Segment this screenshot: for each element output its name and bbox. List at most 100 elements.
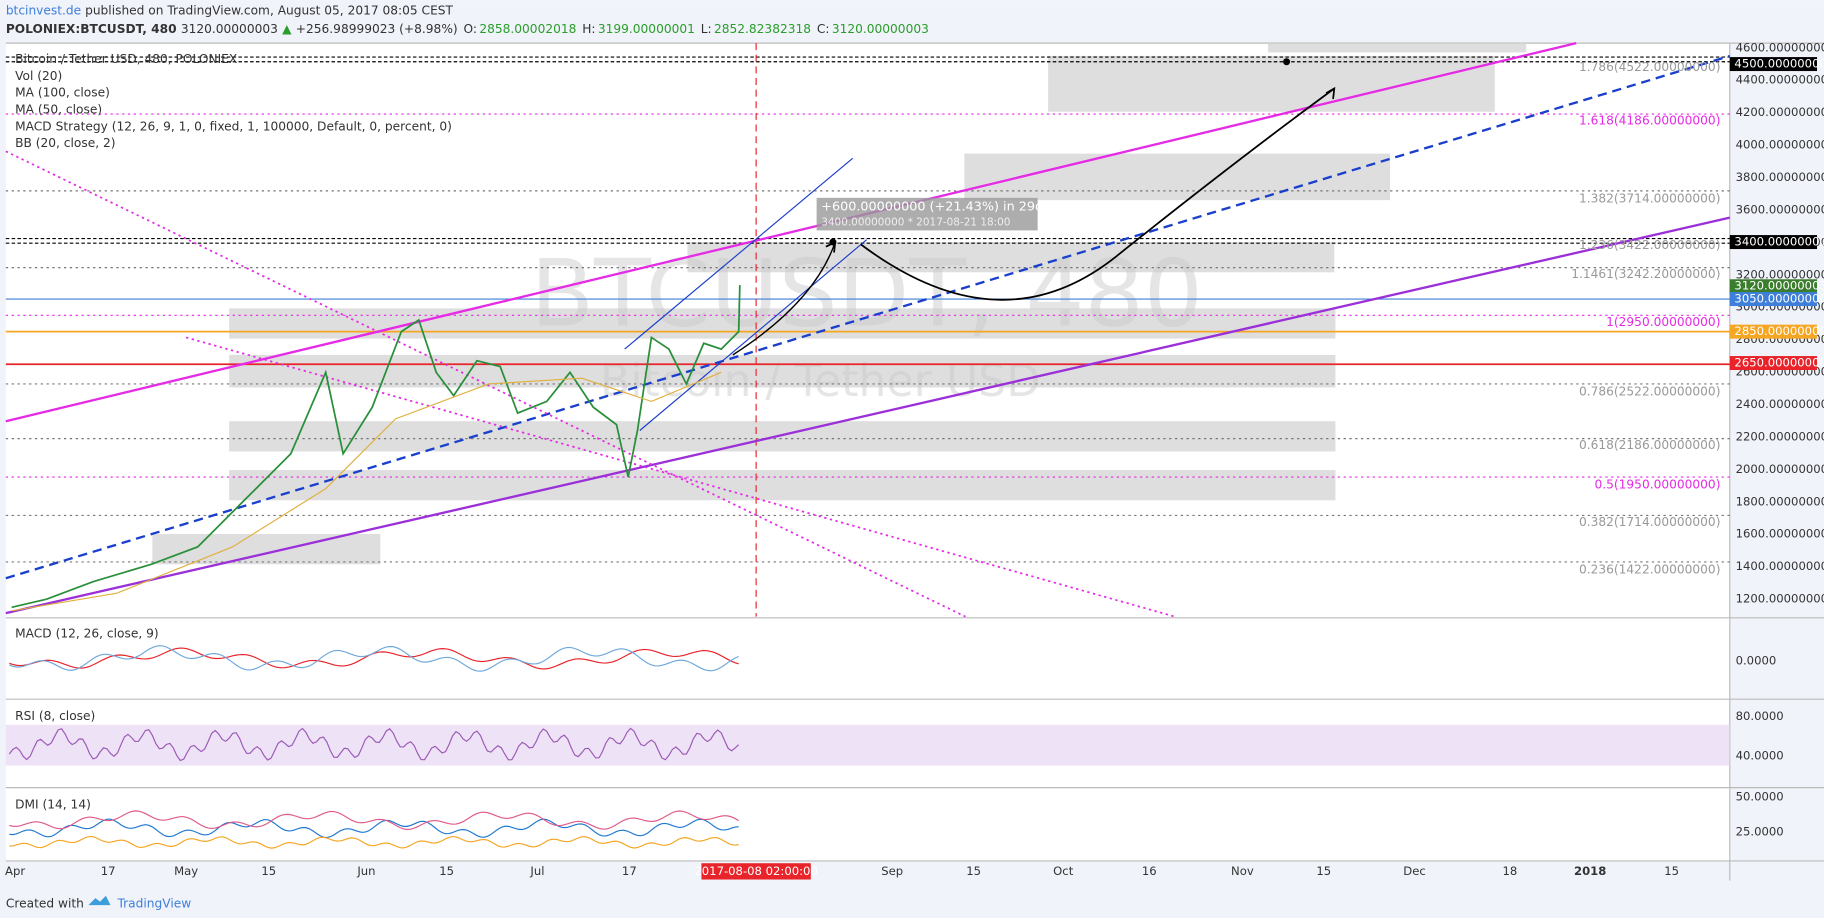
price-flag [1729, 57, 1818, 72]
indicators [8, 645, 740, 849]
panel-title: MACD (12, 26, close, 9) [15, 627, 159, 641]
quote: POLONIEX:BTCUSDT, 480 3120.00000003 ▲ +2… [6, 22, 929, 36]
measure-box [816, 197, 1038, 231]
price-tick: 4000.00000000 [1736, 138, 1824, 152]
time-tick: 15 [261, 864, 276, 878]
ohlc-value: 3120.00000003 [832, 22, 929, 36]
measure-target: 3400.00000000 * 2017-08-21 18:00 [821, 216, 1010, 228]
price-flag-label: 2850.00000000 [1734, 324, 1824, 338]
time-tick: May [174, 864, 198, 878]
price-flag [1729, 292, 1818, 307]
fib-label: 1(2950.00000000) [1606, 315, 1720, 329]
price-flag-label: 3050.00000000 [1734, 292, 1824, 306]
price-tick: 1200.00000000 [1736, 592, 1824, 606]
time-tick: Jun [356, 864, 375, 878]
footer-created: Created with [6, 896, 84, 910]
panel-title: DMI (14, 14) [15, 798, 91, 812]
ohlc-label: C: [817, 22, 830, 36]
time-tick: 18 [1503, 864, 1518, 878]
fib-label: 0.236(1422.00000000) [1579, 563, 1721, 577]
price-tick: 3800.00000000 [1736, 170, 1824, 184]
fib-label: 1.786(4522.00000000) [1579, 60, 1721, 74]
price-flag [1729, 324, 1818, 339]
measure: +600.00000000 (+21.43%) in 29d [821, 200, 1043, 215]
watermark: BTCUSDT, 480 [530, 240, 1203, 348]
price-flag-label: 3120.00000003 [1734, 279, 1824, 293]
time-tick: 16 [1142, 864, 1157, 878]
time-tick: Oct [1053, 864, 1074, 878]
levels [5, 43, 1730, 617]
time-tick: 2018 [1574, 864, 1606, 878]
fib-label: 1.236(3422.00000000) [1579, 238, 1721, 252]
time-flag [701, 863, 811, 880]
legend-item: MA (100, close) [15, 86, 110, 100]
time-tick: 15 [439, 864, 454, 878]
price-tick: 4600.00000000 [1736, 40, 1824, 54]
price-flag [1729, 279, 1818, 294]
time-tick: 15 [966, 864, 981, 878]
time-tick: Apr [5, 864, 25, 878]
header: btcinvest.de published on TradingView.co… [6, 3, 454, 17]
legend-item: Vol (20) [15, 69, 62, 83]
logo [88, 895, 111, 906]
legend-item: Bitcoin / Tether USD, 480, POLONIEX [15, 52, 237, 66]
fib-label: 0.382(1714.00000000) [1579, 515, 1721, 529]
time-tick: 15 [1664, 864, 1679, 878]
fib-label: 0.5(1950.00000000) [1594, 478, 1720, 492]
ohlc-label: O: [464, 22, 478, 36]
time-flag-label: 2017-08-08 02:00:00 [694, 864, 817, 878]
rsi-band [5, 724, 1730, 766]
price-tick: 1600.00000000 [1736, 527, 1824, 541]
symbol: POLONIEX:BTCUSDT, 480 [6, 22, 177, 36]
ohlc-value: 3199.00000001 [598, 22, 695, 36]
fib-label: 0.618(2186.00000000) [1579, 438, 1721, 452]
price-tick: 2200.00000000 [1736, 429, 1824, 443]
time-tick: 15 [1316, 864, 1331, 878]
published: published on TradingView.com, August 05,… [85, 3, 453, 17]
price-flag [1729, 356, 1818, 371]
indicator-line [9, 645, 739, 672]
panel-title: RSI (8, close) [15, 709, 95, 723]
ohlc-value: 2858.00002018 [479, 22, 576, 36]
time-tick: 17 [622, 864, 637, 878]
ma [11, 371, 722, 612]
price-tick: 2400.00000000 [1736, 397, 1824, 411]
up-arrow: ▲ [278, 22, 296, 36]
fib-label: 1.382(3714.00000000) [1579, 192, 1721, 206]
panel-tick: 25.0000 [1736, 824, 1784, 838]
price-tick: 4400.00000000 [1736, 73, 1824, 87]
time-tick: Jul [529, 864, 544, 878]
panel-tick: 80.0000 [1736, 709, 1784, 723]
price-tick: 3200.00000000 [1736, 267, 1824, 281]
time-tick: Nov [1231, 864, 1254, 878]
plot-area [5, 43, 1730, 861]
indicator-line [9, 835, 739, 849]
price-flag-label: 4500.00000000 [1734, 57, 1824, 71]
panel-tick: 0.0000 [1736, 653, 1777, 667]
time-tick: Dec [1403, 864, 1426, 878]
ohlc-label: H: [582, 22, 595, 36]
price-tick: 3600.00000000 [1736, 202, 1824, 216]
price-tick: 4200.00000000 [1736, 105, 1824, 119]
change: +256.98999023 (+8.98%) [296, 22, 458, 36]
ohlc-value: 2852.82382318 [714, 22, 811, 36]
price-flag-label: 2650.00000000 [1734, 356, 1824, 370]
legend-item: MA (50, close) [15, 103, 102, 117]
indicator-line [9, 818, 739, 839]
footer-brand[interactable]: TradingView [116, 896, 191, 910]
price-tick: 1400.00000000 [1736, 559, 1824, 573]
ohlc-label: L: [701, 22, 712, 36]
indicator-line [8, 727, 740, 762]
last: 3120.00000003 [181, 22, 278, 36]
author: btcinvest.de [6, 3, 81, 17]
legend-item: BB (20, close, 2) [15, 136, 115, 150]
ohlc: O: 2858.00002018 H: 3199.00000001 L: 2852.823… [464, 22, 929, 36]
time-tick: Sep [881, 864, 903, 878]
fib-label: 1.1461(3242.20000000) [1571, 267, 1720, 281]
panel-tick: 40.0000 [1736, 749, 1784, 763]
price-tick: 2000.00000000 [1736, 462, 1824, 476]
price-flag [1729, 235, 1818, 250]
price-tick: 1800.00000000 [1736, 494, 1824, 508]
legend-item: MACD Strategy (12, 26, 9, 1, 0, fixed, 1… [15, 119, 452, 133]
